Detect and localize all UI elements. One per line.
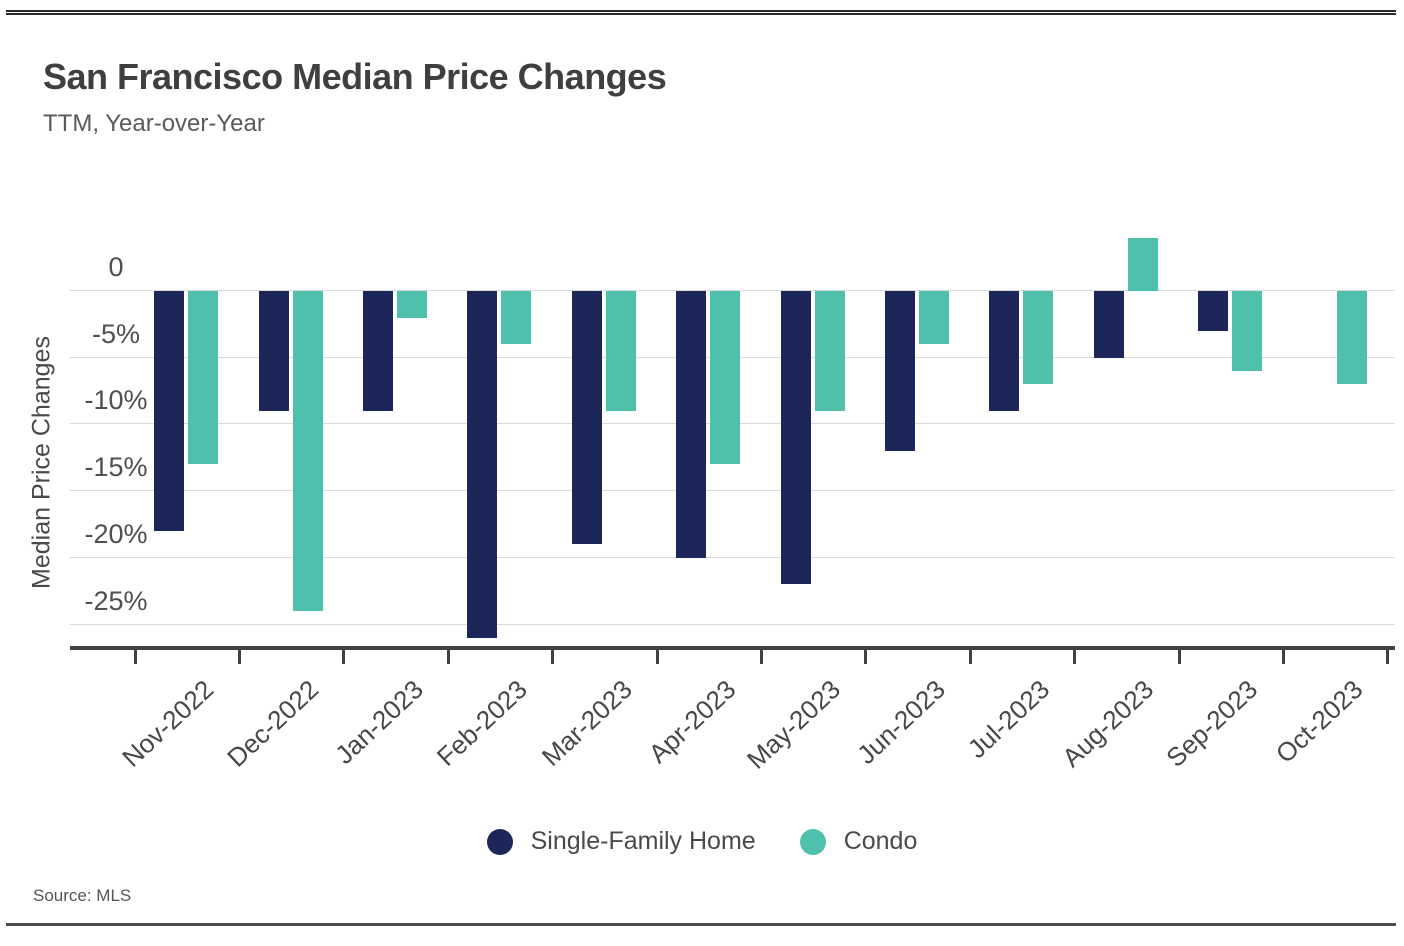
- x-axis-tick: [1386, 649, 1390, 664]
- bar-condo-Nov-2022: [188, 291, 219, 465]
- y-axis-tick-label: -5%: [91, 318, 140, 349]
- x-axis-label-Nov-2022: Nov-2022: [116, 674, 220, 773]
- x-axis-tick: [1073, 649, 1077, 664]
- bar-condo-Sep-2023: [1232, 291, 1263, 372]
- x-axis-label-Jun-2023: Jun-2023: [850, 674, 951, 770]
- gridline--25%: [70, 623, 1395, 625]
- x-axis-tick: [551, 649, 555, 664]
- legend-label-single-family-home: Single-Family Home: [530, 827, 756, 855]
- bar-single-family-home-Jan-2023: [363, 291, 393, 412]
- bar-condo-Oct-2023: [1336, 291, 1367, 385]
- x-axis-tick: [1281, 649, 1285, 664]
- x-axis-label-Jan-2023: Jan-2023: [328, 674, 429, 770]
- bar-condo-Aug-2023: [1127, 237, 1158, 291]
- y-axis-tick-label: -20%: [84, 518, 148, 549]
- x-axis-label-Apr-2023: Apr-2023: [642, 674, 742, 769]
- x-axis-tick: [446, 649, 450, 664]
- bar-single-family-home-May-2023: [780, 291, 811, 585]
- bar-single-family-home-Apr-2023: [676, 291, 707, 558]
- x-axis-label-Dec-2022: Dec-2022: [221, 674, 325, 773]
- bar-condo-Dec-2022: [292, 291, 323, 612]
- x-axis-tick: [968, 649, 972, 664]
- legend-item-condo: Condo: [799, 827, 918, 856]
- x-axis-label-Mar-2023: Mar-2023: [535, 674, 638, 772]
- chart-title: San Francisco Median Price Changes: [43, 56, 667, 97]
- bar-condo-Mar-2023: [605, 291, 636, 412]
- gridline-0: [70, 290, 1395, 291]
- top-border-line-2: [6, 13, 1396, 15]
- y-axis-tick-label: -15%: [84, 452, 148, 483]
- gridline--20%: [70, 556, 1395, 558]
- bar-single-family-home-Aug-2023: [1093, 291, 1124, 358]
- x-axis-label-Sep-2023: Sep-2023: [1160, 674, 1264, 773]
- x-axis-tick: [237, 649, 241, 664]
- legend-swatch-single-family-home: [486, 828, 513, 855]
- x-axis-tick: [759, 649, 763, 664]
- legend-label-condo: Condo: [843, 827, 918, 855]
- x-axis-tick: [133, 649, 137, 664]
- y-axis-tick-label: -25%: [84, 585, 148, 616]
- chart-subtitle: TTM, Year-over-Year: [43, 110, 265, 137]
- legend: Single-Family Home Condo: [0, 827, 1404, 856]
- bar-single-family-home-Feb-2023: [467, 291, 498, 638]
- gridline--15%: [70, 490, 1395, 492]
- x-axis-tick: [1177, 649, 1181, 664]
- bottom-border-line: [6, 923, 1396, 926]
- bar-single-family-home-Nov-2022: [154, 291, 185, 532]
- bar-condo-Apr-2023: [710, 291, 741, 465]
- bar-single-family-home-Jun-2023: [885, 291, 915, 452]
- bar-single-family-home-Dec-2022: [258, 291, 289, 412]
- bar-condo-Jan-2023: [397, 291, 427, 318]
- bar-single-family-home-Sep-2023: [1198, 291, 1229, 332]
- x-axis-tick: [864, 649, 868, 664]
- bar-condo-Jul-2023: [1023, 291, 1054, 385]
- bar-single-family-home-Mar-2023: [571, 291, 602, 545]
- x-axis-label-Oct-2023: Oct-2023: [1269, 674, 1369, 769]
- x-axis-line: [70, 646, 1395, 650]
- y-axis-title: Median Price Changes: [27, 336, 56, 589]
- x-axis-label-May-2023: May-2023: [741, 674, 847, 775]
- x-axis-tick: [655, 649, 659, 664]
- x-axis-label-Jul-2023: Jul-2023: [961, 674, 1055, 764]
- y-axis-tick-label: 0: [108, 252, 124, 282]
- x-axis-label-Feb-2023: Feb-2023: [430, 674, 533, 772]
- bar-single-family-home-Jul-2023: [989, 291, 1020, 412]
- x-axis-label-Aug-2023: Aug-2023: [1056, 674, 1160, 773]
- top-border-line: [6, 10, 1396, 12]
- bar-condo-May-2023: [814, 291, 845, 412]
- y-axis-tick-label: -10%: [84, 385, 148, 416]
- bar-condo-Jun-2023: [919, 291, 949, 345]
- source-note: Source: MLS: [33, 886, 132, 905]
- bar-condo-Feb-2023: [501, 291, 532, 345]
- x-axis-tick: [342, 649, 346, 664]
- legend-item-single-family-home: Single-Family Home: [486, 827, 756, 856]
- legend-swatch-condo: [799, 828, 826, 855]
